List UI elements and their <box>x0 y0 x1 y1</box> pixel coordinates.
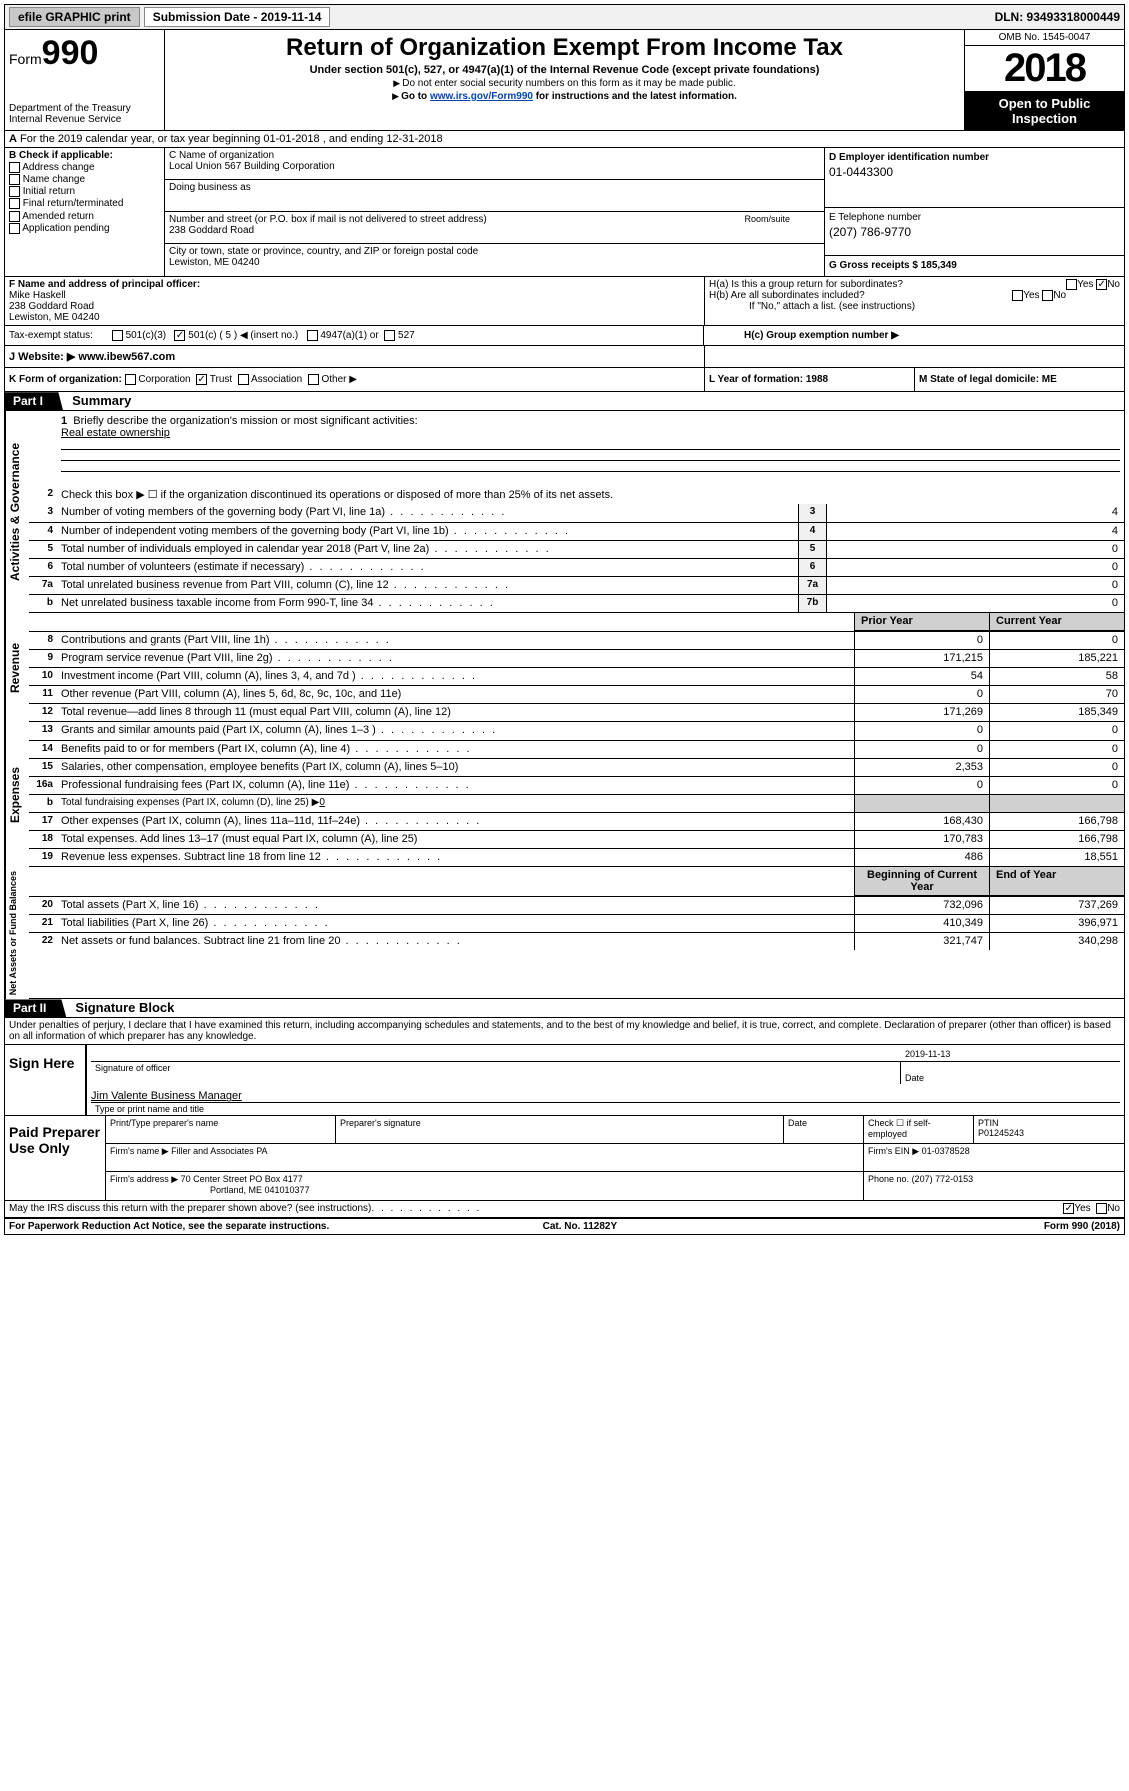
top-bar: efile GRAPHIC print Submission Date - 20… <box>5 5 1124 30</box>
firm-name: Filler and Associates PA <box>171 1146 267 1156</box>
note-ssn: Do not enter social security numbers on … <box>402 78 735 89</box>
mission: Real estate ownership <box>61 427 170 439</box>
header-left: Form990 Department of the Treasury Inter… <box>5 30 165 130</box>
preparer-block: Paid Preparer Use Only Print/Type prepar… <box>5 1116 1124 1201</box>
col-deg: D Employer identification number 01-0443… <box>824 148 1124 276</box>
header: Form990 Department of the Treasury Inter… <box>5 30 1124 131</box>
header-mid: Return of Organization Exempt From Incom… <box>165 30 964 130</box>
col-b: B Check if applicable: Address change Na… <box>5 148 165 276</box>
gross-receipts: G Gross receipts $ 185,349 <box>829 260 957 271</box>
website: www.ibew567.com <box>75 351 175 363</box>
section-klm: K Form of organization: Corporation ✓ Tr… <box>5 368 1124 392</box>
header-right: OMB No. 1545-0047 2018 Open to Public In… <box>964 30 1124 130</box>
section-f-h: F Name and address of principal officer:… <box>5 277 1124 326</box>
dln: DLN: 93493318000449 <box>995 10 1120 24</box>
omb-number: OMB No. 1545-0047 <box>965 30 1124 46</box>
col-c: C Name of organization Local Union 567 B… <box>165 148 824 276</box>
tax-year: 2018 <box>965 46 1124 92</box>
section-i: Tax-exempt status: 501(c)(3) ✓ 501(c) ( … <box>5 326 1124 346</box>
inspection-label: Open to Public Inspection <box>965 92 1124 130</box>
revenue-section: Revenue Prior YearCurrent Year 8Contribu… <box>5 613 1124 722</box>
ein: 01-0443300 <box>829 165 1120 179</box>
form-title: Return of Organization Exempt From Incom… <box>169 34 960 62</box>
org-city: Lewiston, ME 04240 <box>169 257 260 268</box>
officer-name: Mike Haskell <box>9 290 66 301</box>
submission-date: Submission Date - 2019-11-14 <box>144 7 331 27</box>
org-address: 238 Goddard Road <box>169 225 254 236</box>
form-label: Form <box>9 51 42 67</box>
netassets-section: Net Assets or Fund Balances Beginning of… <box>5 867 1124 999</box>
part2-header: Part II Signature Block <box>5 999 1124 1018</box>
row-a: A For the 2019 calendar year, or tax yea… <box>5 131 1124 148</box>
irs-label: Internal Revenue Service <box>9 114 160 125</box>
form-subtitle: Under section 501(c), 527, or 4947(a)(1)… <box>169 64 960 76</box>
section-b-to-g: B Check if applicable: Address change Na… <box>5 148 1124 277</box>
ptin: P01245243 <box>978 1128 1024 1138</box>
part1-header: Part I Summary <box>5 392 1124 411</box>
org-name: Local Union 567 Building Corporation <box>169 161 335 172</box>
discuss-row: May the IRS discuss this return with the… <box>5 1201 1124 1218</box>
expenses-section: Expenses 13Grants and similar amounts pa… <box>5 722 1124 867</box>
footer: For Paperwork Reduction Act Notice, see … <box>5 1219 1124 1234</box>
form-number: 990 <box>42 34 99 72</box>
officer-signature-name: Jim Valente Business Manager <box>91 1090 242 1102</box>
firm-phone: (207) 772-0153 <box>912 1174 974 1184</box>
website-row: J Website: ▶ www.ibew567.com <box>5 346 1124 368</box>
instructions-link[interactable]: www.irs.gov/Form990 <box>430 91 533 102</box>
sign-block: Sign Here Signature of officer 2019-11-1… <box>5 1045 1124 1116</box>
form-page: efile GRAPHIC print Submission Date - 20… <box>4 4 1125 1235</box>
firm-ein: 01-0378528 <box>922 1146 970 1156</box>
perjury-text: Under penalties of perjury, I declare th… <box>5 1018 1124 1045</box>
efile-label[interactable]: efile GRAPHIC print <box>9 7 140 27</box>
dept-label: Department of the Treasury <box>9 103 160 114</box>
governance-section: Activities & Governance 1 Briefly descri… <box>5 411 1124 613</box>
phone: (207) 786-9770 <box>829 225 1120 239</box>
